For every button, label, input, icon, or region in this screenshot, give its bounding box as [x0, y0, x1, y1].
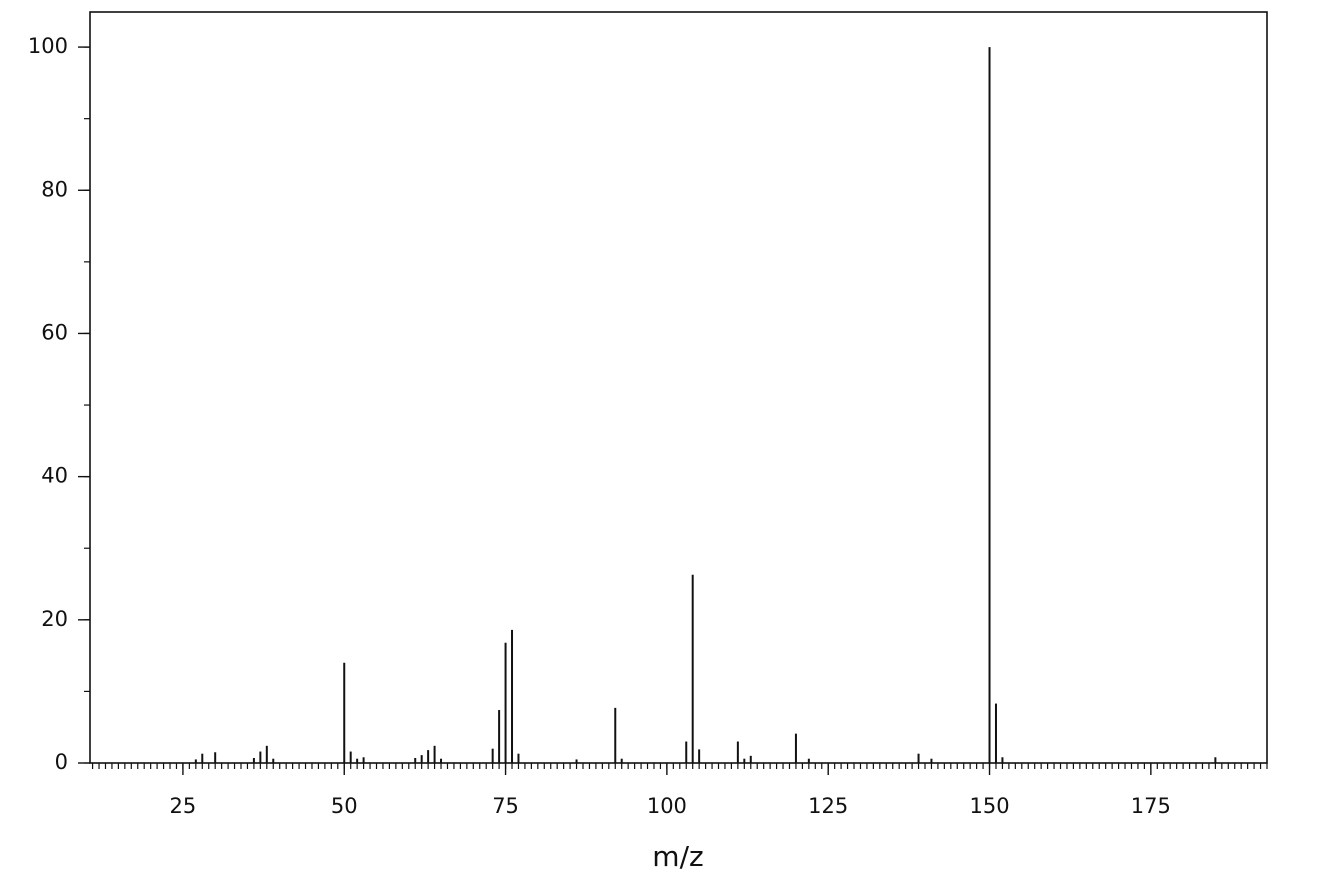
y-tick-label: 40 — [41, 464, 68, 488]
y-tick-label: 80 — [41, 177, 68, 201]
y-tick-label: 60 — [41, 320, 68, 344]
y-tick-label: 100 — [28, 34, 68, 58]
x-axis-label: m/z — [652, 840, 703, 873]
x-tick-label: 25 — [170, 794, 197, 818]
x-tick-label: 50 — [331, 794, 358, 818]
x-tick-label: 175 — [1131, 794, 1171, 818]
y-tick-label: 0 — [55, 750, 68, 774]
x-tick-label: 75 — [492, 794, 519, 818]
x-tick-label: 150 — [969, 794, 1009, 818]
y-tick-label: 20 — [41, 607, 68, 631]
plot-frame — [89, 11, 1268, 764]
x-tick-label: 100 — [647, 794, 687, 818]
x-tick-label: 125 — [808, 794, 848, 818]
